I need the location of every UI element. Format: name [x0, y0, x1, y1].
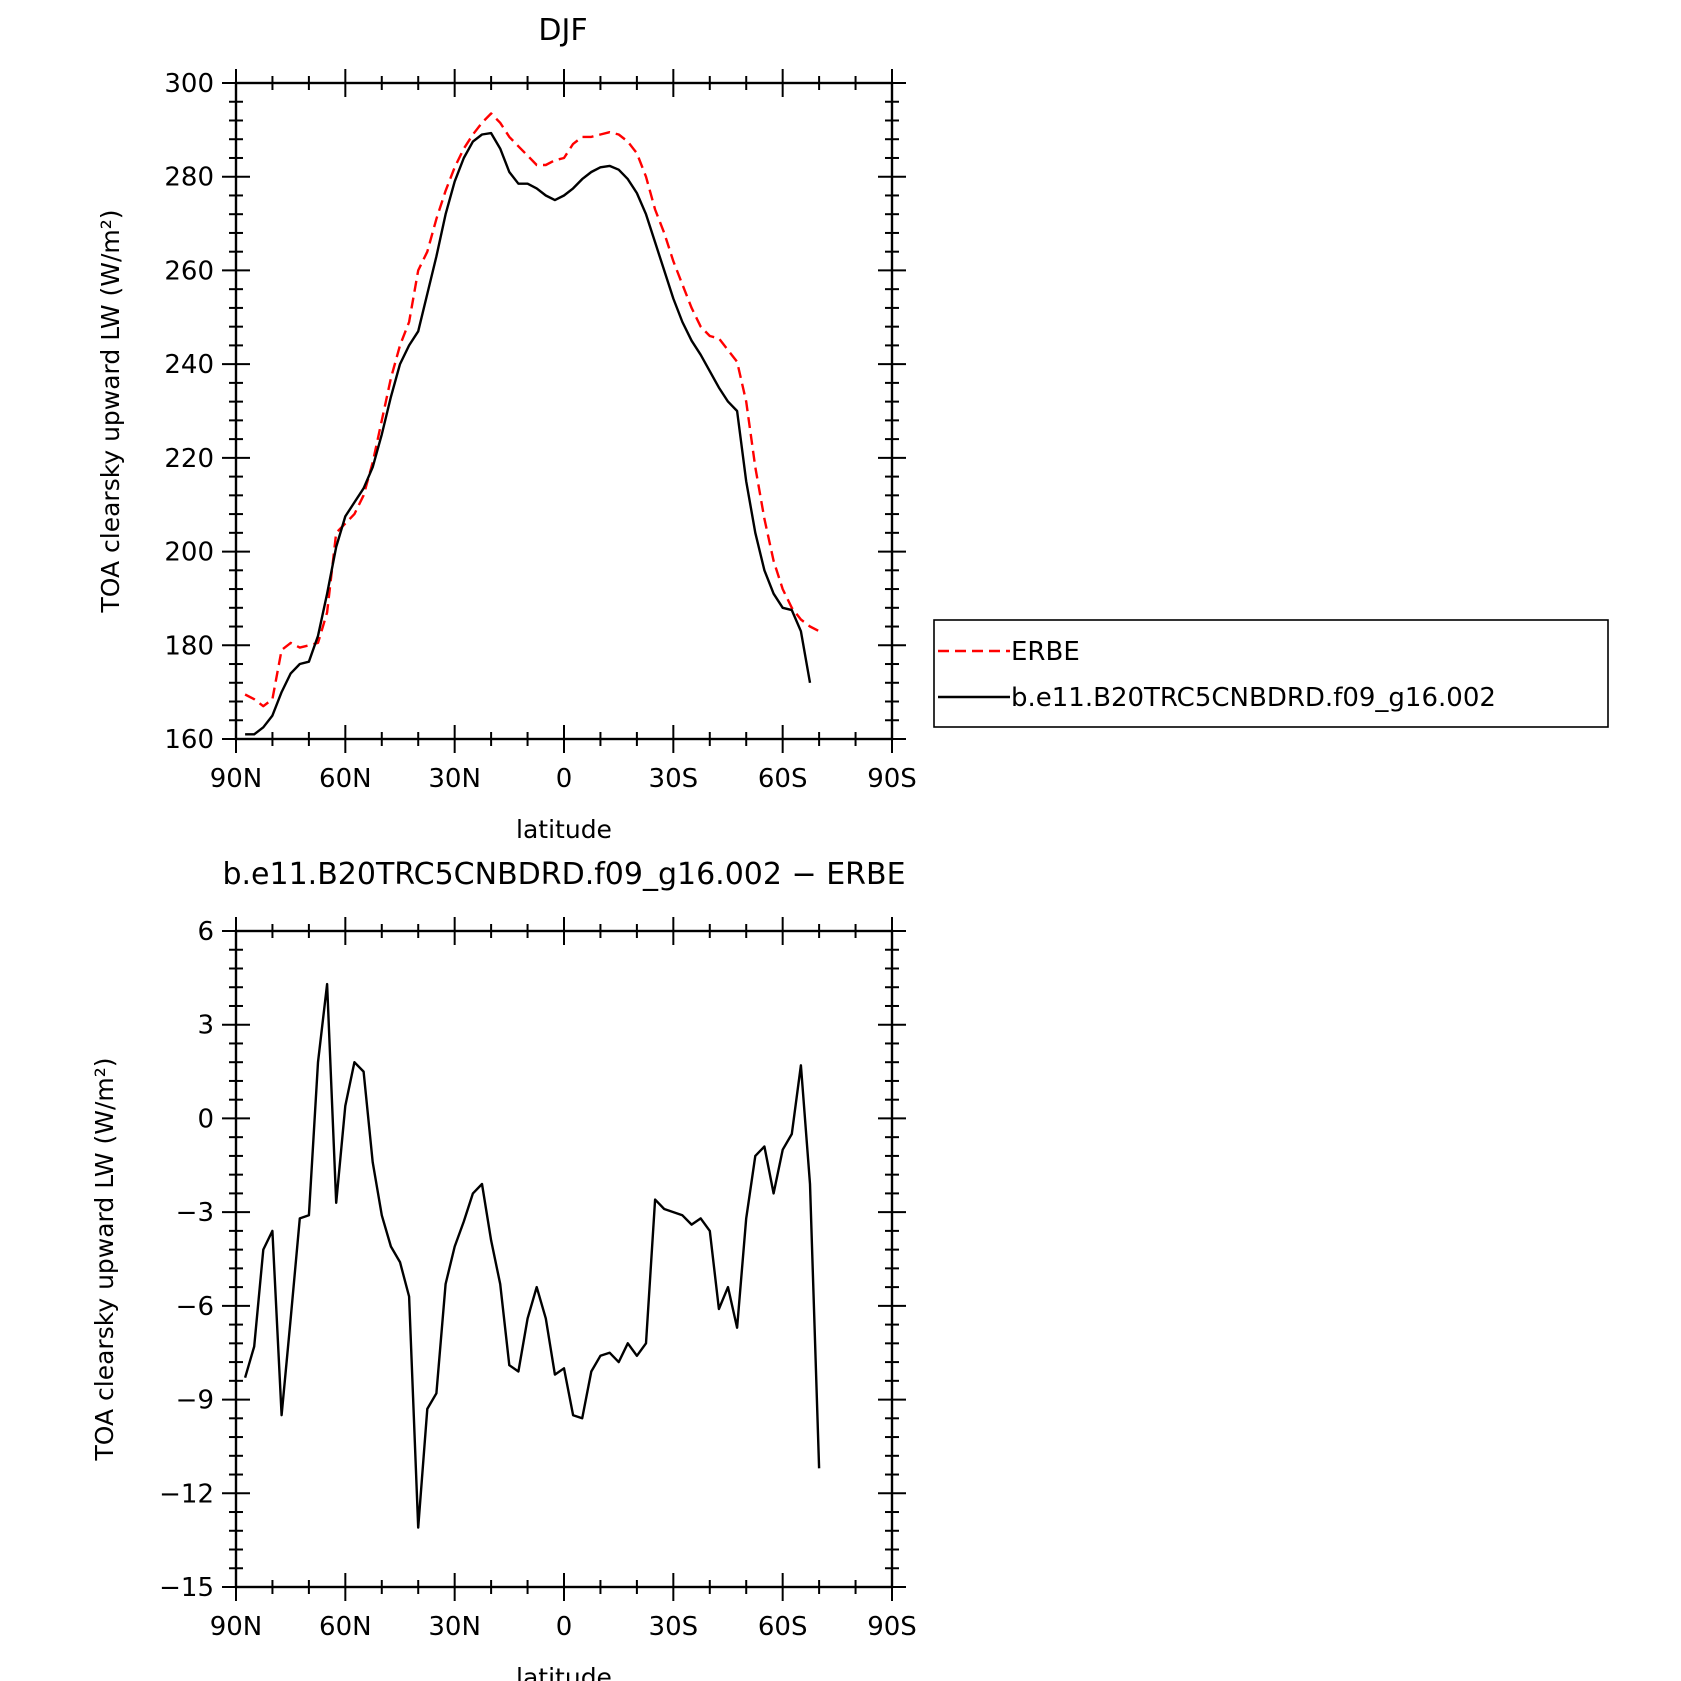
bottom-x-tick-label: 30S	[649, 1612, 699, 1642]
bottom-x-tick-label: 90N	[210, 1612, 263, 1642]
bottom-y-tick-label: −3	[176, 1198, 214, 1228]
bottom-y-tick-label: −12	[159, 1479, 214, 1509]
bottom-x-axis-label: latitude	[516, 1663, 612, 1681]
bottom-y-tick-labels: −15 −12 −9 −6 −3 0 3 6	[159, 917, 214, 1603]
bottom-x-tick-label: 90S	[867, 1612, 917, 1642]
top-y-tick-label: 160	[164, 725, 214, 755]
bottom-y-tick-label: 3	[197, 1011, 214, 1041]
top-x-tick-labels: 90N 60N 30N 0 30S 60S 90S	[210, 764, 917, 794]
top-y-tick-label: 220	[164, 444, 214, 474]
top-y-tick-label: 300	[164, 69, 214, 99]
bottom-y-tick-label: −9	[176, 1386, 214, 1416]
bottom-y-tick-label: 0	[197, 1104, 214, 1134]
top-y-tick-label: 200	[164, 538, 214, 568]
top-y-tick-label: 180	[164, 631, 214, 661]
top-x-tick-label: 90S	[867, 764, 917, 794]
bottom-series-line-model	[243, 982, 821, 1529]
top-series-line-erbe	[244, 112, 820, 708]
top-series-lines	[244, 112, 820, 736]
top-series-line-model	[245, 131, 812, 736]
top-plot-frame	[234, 81, 894, 741]
bottom-series-lines	[243, 982, 821, 1529]
legend-label-erbe: ERBE	[1011, 637, 1080, 667]
legend-label-model: b.e11.B20TRC5CNBDRD.f09_g16.002	[1011, 683, 1496, 713]
bottom-ticks	[222, 917, 906, 1601]
top-y-tick-label: 280	[164, 163, 214, 193]
top-y-tick-label: 240	[164, 350, 214, 380]
bottom-x-tick-label: 60N	[319, 1612, 372, 1642]
bottom-panel: b.e11.B20TRC5CNBDRD.f09_g16.002 − ERBE −…	[90, 857, 917, 1681]
top-y-tick-label: 260	[164, 256, 214, 286]
bottom-y-tick-label: −6	[176, 1292, 214, 1322]
top-x-tick-label: 90N	[210, 764, 263, 794]
top-x-tick-label: 30N	[428, 764, 481, 794]
bottom-plot-frame	[234, 929, 894, 1589]
top-x-tick-label: 60N	[319, 764, 372, 794]
top-x-tick-label: 60S	[758, 764, 808, 794]
bottom-x-tick-label: 60S	[758, 1612, 808, 1642]
bottom-x-tick-labels: 90N 60N 30N 0 30S 60S 90S	[210, 1612, 917, 1642]
bottom-chart-title: b.e11.B20TRC5CNBDRD.f09_g16.002 − ERBE	[222, 857, 905, 892]
top-y-axis-label: TOA clearsky upward LW (W/m²)	[96, 209, 125, 613]
bottom-y-tick-label: −15	[159, 1573, 214, 1603]
top-chart-title: DJF	[538, 13, 587, 48]
bottom-y-tick-label: 6	[197, 917, 214, 947]
legend-box	[933, 619, 1609, 728]
bottom-x-tick-label: 0	[556, 1612, 573, 1642]
top-x-tick-label: 30S	[649, 764, 699, 794]
top-panel: DJF 160 180 200 220 240 260 280 300 90N 60N 30N 0 3…	[96, 13, 1609, 844]
top-x-axis-label: latitude	[516, 815, 612, 844]
top-y-tick-labels: 160 180 200 220 240 260 280 300	[164, 69, 214, 755]
bottom-y-axis-label: TOA clearsky upward LW (W/m²)	[90, 1057, 119, 1461]
bottom-x-tick-label: 30N	[428, 1612, 481, 1642]
legend: ERBE b.e11.B20TRC5CNBDRD.f09_g16.002	[933, 619, 1609, 728]
top-x-tick-label: 0	[556, 764, 573, 794]
